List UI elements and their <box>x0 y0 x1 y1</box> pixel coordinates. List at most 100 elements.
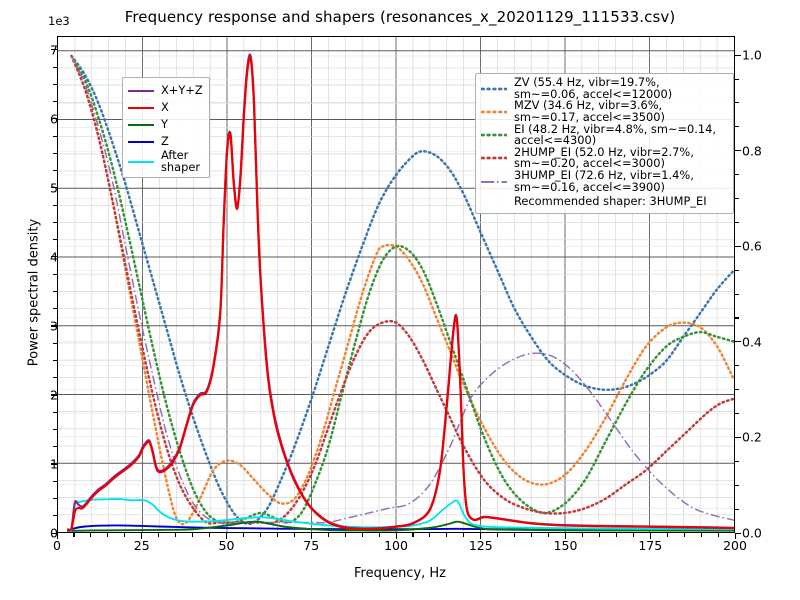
legend-shaper-label: 2HUMP_EI (52.0 Hz, vibr=2.7%, sm~=0.20, … <box>514 144 694 171</box>
y-right-tickmark-minor-0.70 <box>735 197 739 200</box>
legend-line-swatch <box>128 119 154 131</box>
y-left-tickmark-minor-4500 <box>53 221 57 223</box>
legend-line-swatch <box>128 102 154 114</box>
y-left-tickmark-minor-1750 <box>53 411 57 413</box>
y-right-tickmark-0.0 <box>735 532 741 534</box>
y-right-tickmark-minor-0.90 <box>735 102 739 104</box>
plot-area: X+Y+Z X Y Z After shaper ZV (55.4 Hz, vibr=1… <box>57 36 735 533</box>
legend-shaper-item-2hump_ei[interactable]: 2HUMP_EI (52.0 Hz, vibr=2.7%, sm~=0.20, … <box>481 144 727 171</box>
x-tickmark-minor-5 <box>73 533 75 537</box>
legend-line-swatch <box>481 83 507 95</box>
legend-psd-item-y[interactable]: Y <box>128 116 203 133</box>
y-left-tickmark-minor-500 <box>53 497 57 500</box>
y-left-tickmark-minor-3500 <box>53 290 57 292</box>
legend-psd-item-x-y-z[interactable]: X+Y+Z <box>128 82 203 99</box>
y-right-tickmark-minor-0.15 <box>735 460 739 462</box>
x-tickmark-125 <box>480 533 482 539</box>
legend-psd-item-z[interactable]: Z <box>128 133 203 150</box>
y-left-tickmark-minor-4750 <box>53 204 57 206</box>
y-right-tick-label-0.0: 0.0 <box>742 525 762 541</box>
legend-psd-label: Y <box>161 116 168 131</box>
y-left-tickmark-minor-750 <box>53 480 57 482</box>
legend-line-swatch <box>481 152 507 164</box>
x-tickmark-minor-45 <box>209 533 211 537</box>
legend-psd-item-x[interactable]: X <box>128 99 203 116</box>
legend-line-swatch <box>481 129 507 141</box>
legend-line-swatch <box>128 136 154 148</box>
legend-psd-item-after-shaper[interactable]: After shaper <box>128 148 203 174</box>
y-right-tickmark-minor-0.10 <box>735 484 739 486</box>
chart-title: Frequency response and shapers (resonanc… <box>124 8 676 26</box>
y-left-tickmark-minor-1250 <box>53 446 57 448</box>
legend-psd: X+Y+Z X Y Z After shaper <box>122 77 210 179</box>
y-left-tickmark-minor-2750 <box>53 342 57 344</box>
legend-shaper-item-ei[interactable]: EI (48.2 Hz, vibr=4.8%, sm~=0.14, accel<… <box>481 121 727 148</box>
y-left-tickmark-minor-5250 <box>53 170 57 172</box>
x-tickmark-minor-55 <box>242 533 245 537</box>
x-tickmark-minor-65 <box>276 533 278 537</box>
x-tickmark-minor-190 <box>700 533 702 537</box>
y-left-tickmark-minor-6500 <box>53 83 57 85</box>
x-tickmark-minor-80 <box>327 533 329 537</box>
shaper-curve-zv <box>70 54 734 526</box>
x-tickmark-minor-145 <box>548 533 550 537</box>
recommended-shaper-text: Recommended shaper: 3HUMP_EI <box>514 193 707 208</box>
x-tick-label-100: 100 <box>384 538 408 553</box>
y-right-tickmark-minor-0.50 <box>735 293 739 295</box>
y-right-tickmark-minor-0.75 <box>735 174 739 176</box>
y-left-tickmark-7 <box>51 49 57 51</box>
x-tickmark-25 <box>141 533 143 539</box>
y-left-tickmark-5 <box>51 187 57 189</box>
y-right-tickmark-minor-0.35 <box>735 365 739 367</box>
y-right-tickmark-minor-0.85 <box>735 126 739 128</box>
x-tickmark-minor-60 <box>259 533 261 537</box>
y-right-tickmark-0.4 <box>735 341 741 343</box>
x-tick-label-150: 150 <box>553 538 578 553</box>
x-axis-label: Frequency, Hz <box>353 566 447 581</box>
y-right-tickmark-minor-0.55 <box>735 269 739 271</box>
shaper-curve-ei <box>70 54 734 525</box>
x-tick-label-75: 75 <box>303 538 320 553</box>
legend-line-swatch <box>481 106 507 118</box>
legend-psd-label: X <box>161 99 169 114</box>
x-tickmark-100 <box>395 533 397 539</box>
x-tick-label-175: 175 <box>638 538 663 553</box>
y-left-tickmark-6 <box>51 118 57 120</box>
y-right-tickmark-minor-0.30 <box>735 389 739 391</box>
x-tickmark-minor-195 <box>717 533 719 537</box>
legend-psd-label: After shaper <box>161 148 201 174</box>
legend-recommended-shaper-note: Recommended shaper: 3HUMP_EI <box>481 193 727 209</box>
y-right-tickmark-minor-0.25 <box>735 413 739 415</box>
legend-shaper-item-3hump_ei[interactable]: 3HUMP_EI (72.6 Hz, vibr=1.4%, sm~=0.16, … <box>481 168 727 194</box>
y-left-tickmark-minor-3750 <box>53 273 57 275</box>
x-tickmark-minor-110 <box>429 533 431 537</box>
y-right-tickmark-minor-0.45 <box>735 317 739 319</box>
y-right-tick-label-1.0: 1.0 <box>742 47 762 63</box>
y-axis-label-left: Power spectral density <box>26 218 42 367</box>
y-left-tickmark-minor-6750 <box>53 66 57 68</box>
y-right-tick-label-0.2: 0.2 <box>742 429 762 445</box>
y-left-tickmark-3 <box>51 325 57 327</box>
x-tickmark-minor-140 <box>531 533 533 537</box>
x-tickmark-175 <box>649 533 651 539</box>
x-tickmark-minor-155 <box>581 533 584 537</box>
x-tickmark-minor-185 <box>683 533 685 537</box>
y-left-tickmark-2 <box>51 394 57 396</box>
x-tickmark-minor-20 <box>124 533 126 537</box>
legend-shaper-label: EI (48.2 Hz, vibr=4.8%, sm~=0.14, accel<… <box>514 121 717 148</box>
shaper-curve-3hump_ei <box>70 55 734 524</box>
y-left-tickmark-minor-5500 <box>53 152 57 154</box>
y-left-tickmark-1 <box>51 463 57 465</box>
x-tickmark-minor-15 <box>107 533 109 537</box>
legend-shaper-item-zv[interactable]: ZV (55.4 Hz, vibr=19.7%, sm~=0.06, accel… <box>481 76 727 100</box>
x-tickmark-minor-170 <box>632 533 634 537</box>
x-tickmark-minor-135 <box>514 533 516 537</box>
x-tickmark-0 <box>56 533 58 539</box>
x-tickmark-minor-120 <box>463 533 465 537</box>
x-tickmark-150 <box>565 533 567 539</box>
y-right-tickmark-minor-0.65 <box>735 221 739 223</box>
x-tickmark-50 <box>226 533 228 539</box>
legend-shaper-item-mzv[interactable]: MZV (34.6 Hz, vibr=3.6%, sm~=0.17, accel… <box>481 99 727 123</box>
curve-layer <box>67 53 734 532</box>
legend-shaper-label: 3HUMP_EI (72.6 Hz, vibr=1.4%, sm~=0.16, … <box>514 168 694 194</box>
